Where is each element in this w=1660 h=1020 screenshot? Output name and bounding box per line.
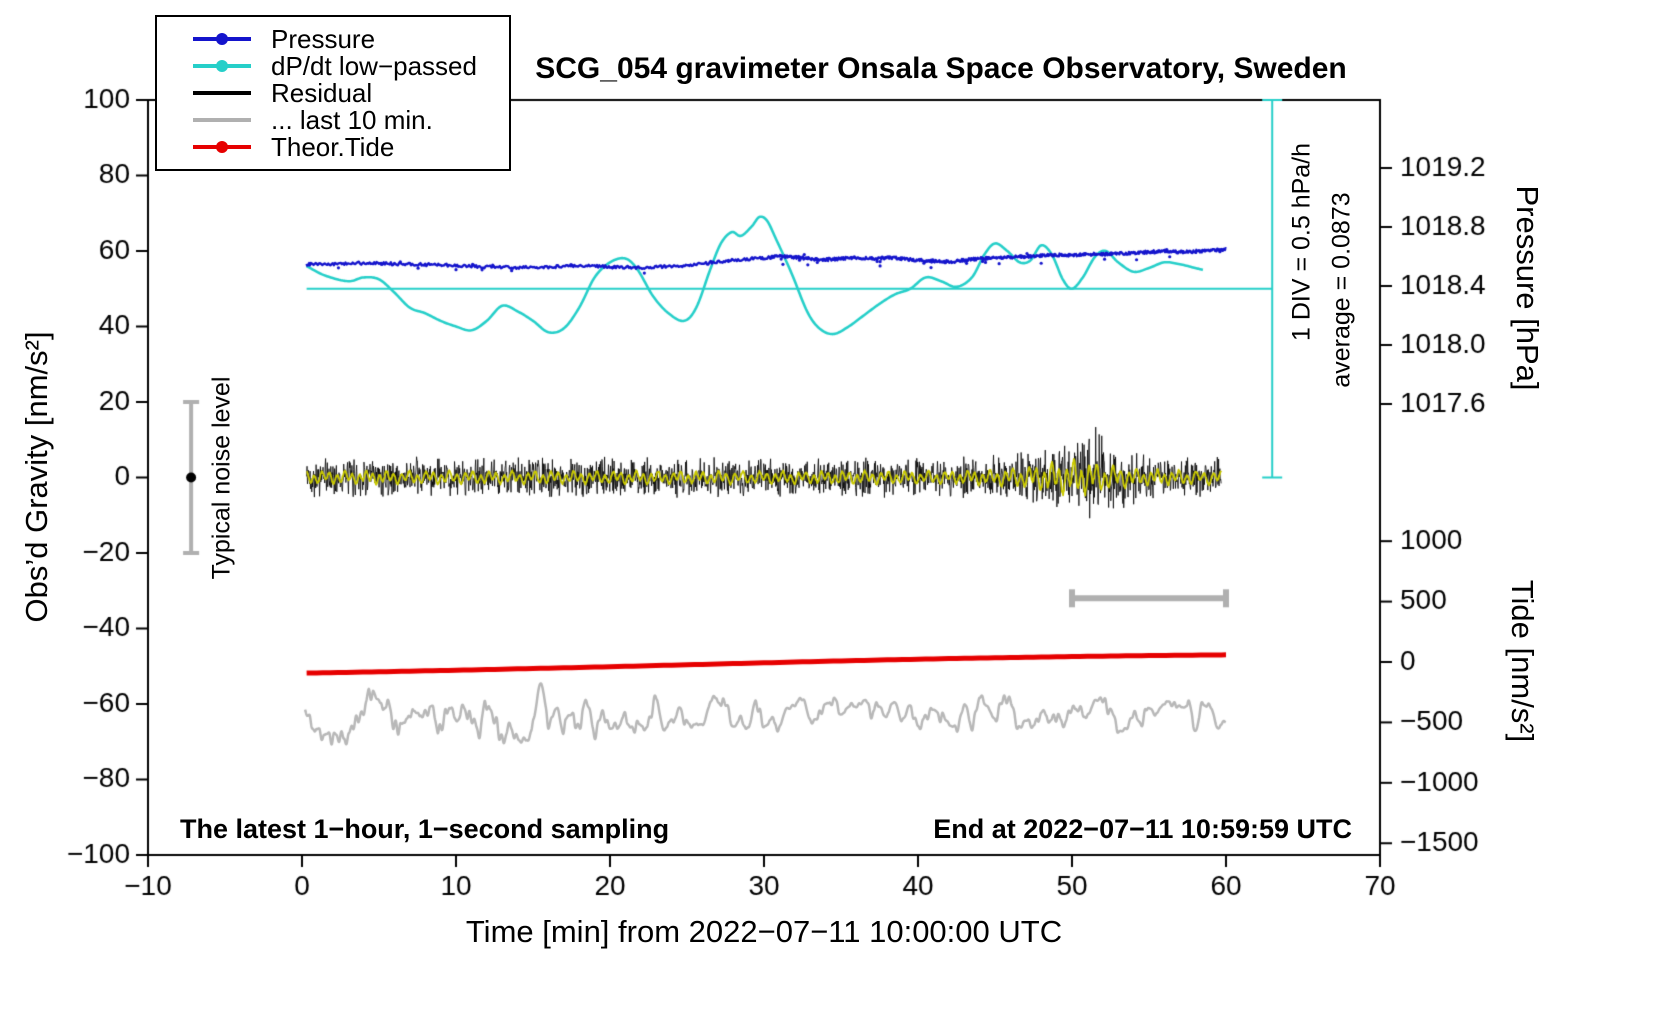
annotation-average: average = 0.0873 bbox=[1327, 192, 1356, 388]
dpdt-dot-icon bbox=[216, 59, 228, 72]
last10-line-swatch bbox=[193, 118, 251, 123]
residual-line-swatch bbox=[193, 91, 251, 95]
legend-label: Residual bbox=[271, 78, 373, 108]
footer-sampling-note: The latest 1−hour, 1−second sampling bbox=[180, 814, 670, 844]
legend-label: Theor.Tide bbox=[271, 132, 395, 163]
legend-item-residual: Residual bbox=[193, 79, 501, 106]
pressure-dot-icon bbox=[216, 32, 228, 45]
legend-item-dpdt: dP/dt low−passed bbox=[193, 52, 501, 79]
chart-title: SCG_054 gravimeter Onsala Space Observat… bbox=[535, 52, 1347, 85]
annotation-div-scale: 1 DIV = 0.5 hPa/h bbox=[1287, 142, 1316, 342]
annotation-typical-noise-level: Typical noise level bbox=[207, 376, 236, 580]
theor-tide-line-swatch bbox=[193, 141, 251, 154]
legend-label: dP/dt low−passed bbox=[271, 50, 477, 81]
x-axis-label: Time [min] from 2022−07−11 10:00:00 UTC bbox=[465, 914, 1063, 949]
legend-item-last10: ... last 10 min. bbox=[193, 107, 501, 134]
legend-label: ... last 10 min. bbox=[271, 105, 433, 136]
dpdt-line-swatch bbox=[193, 59, 251, 72]
footer-end-time: End at 2022−07−11 10:59:59 UTC bbox=[933, 814, 1352, 844]
legend-item-theor-tide: Theor.Tide bbox=[193, 134, 501, 161]
legend-box: Pressure dP/dt low−passed Residual ... l… bbox=[155, 15, 511, 171]
y-axis-label-tide: Tide [nm/s²] bbox=[1505, 579, 1540, 743]
y-axis-label-pressure: Pressure [hPa] bbox=[1510, 185, 1545, 391]
theor-tide-dot-icon bbox=[216, 141, 228, 154]
pressure-line-swatch bbox=[193, 32, 251, 45]
legend-label: Pressure bbox=[271, 23, 376, 54]
legend-item-pressure: Pressure bbox=[193, 25, 501, 52]
y-axis-label-gravity: Obs’d Gravity [nm/s²] bbox=[19, 331, 54, 623]
